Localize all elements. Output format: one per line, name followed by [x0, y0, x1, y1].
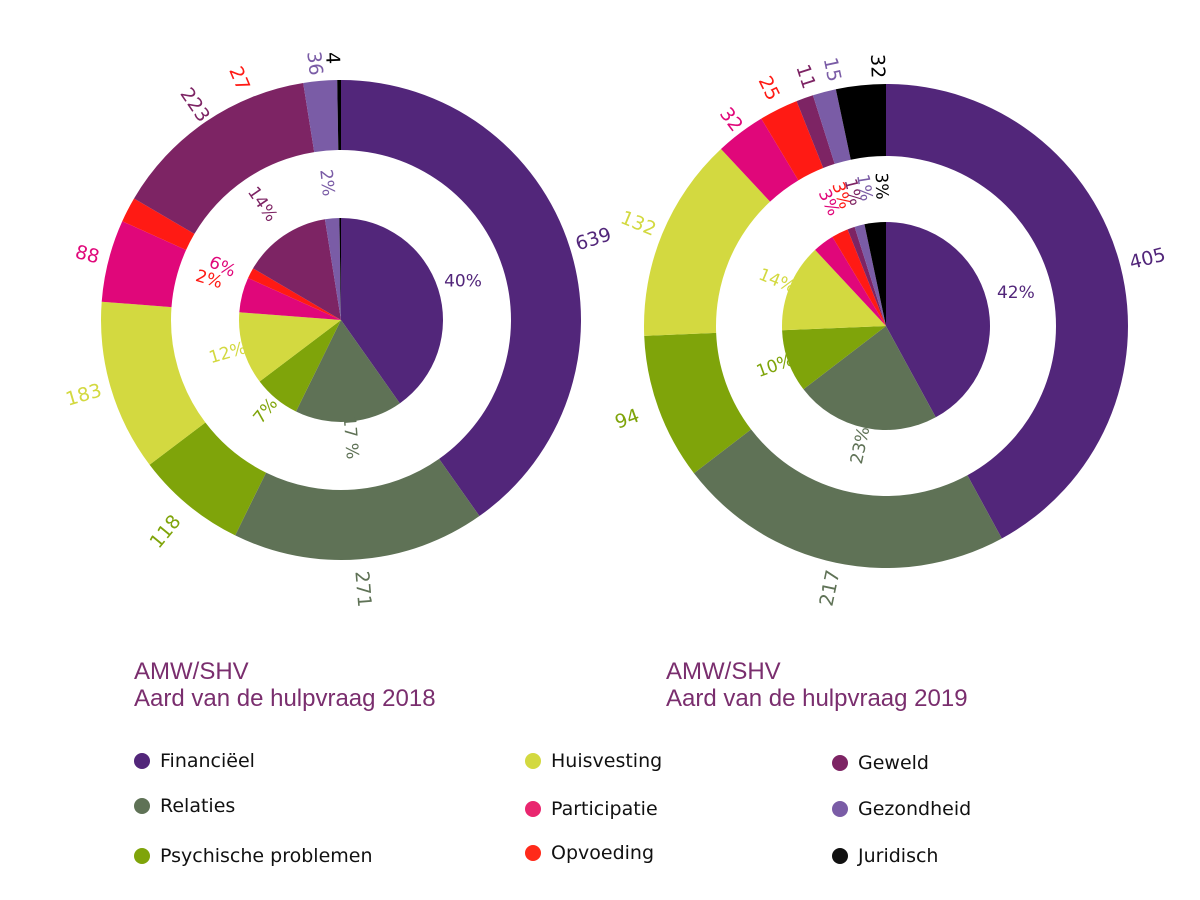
percent-label-relaties-2018: 17 %: [339, 415, 362, 460]
value-label-gezondheid-2019: 15: [819, 56, 846, 84]
value-label-huisvesting-2018: 183: [63, 379, 104, 410]
value-label-participatie-2019: 32: [715, 103, 747, 136]
pie-slice-gezondheid-2019: [854, 224, 886, 326]
percent-label-gezondheid-2019: 1%: [852, 173, 876, 203]
legend-label: Opvoeding: [551, 842, 655, 864]
legend-item-juridisch: Juridisch: [832, 845, 938, 867]
ring-slice-juridisch-2018: [337, 80, 341, 151]
value-label-financieel-2018: 639: [573, 223, 614, 255]
value-label-geweld-2019: 11: [791, 62, 819, 92]
legend-dot-icon: [134, 798, 150, 814]
legend-dot-icon: [134, 848, 150, 864]
chart-title-2018-line2: Aard van de hulpvraag 2018: [134, 685, 436, 712]
legend-label: Huisvesting: [551, 750, 663, 772]
chart-title-2018-line1: AMW/SHV: [134, 658, 249, 685]
ring-slice-participatie-2019: [720, 118, 799, 202]
value-label-juridisch-2019: 32: [866, 54, 889, 79]
ring-slice-financieel-2019: [886, 84, 1128, 539]
value-label-psychische-problemen-2018: 118: [146, 511, 186, 553]
pie-slice-financieel-2019: [886, 222, 990, 418]
ring-slice-huisvesting-2019: [643, 148, 771, 336]
legend-dot-icon: [525, 801, 541, 817]
value-label-relaties-2019: 217: [815, 568, 844, 608]
legend-dot-icon: [134, 753, 150, 769]
legend-dot-icon: [832, 755, 848, 771]
pie-slice-participatie-2018: [239, 278, 341, 320]
legend-dot-icon: [525, 845, 541, 861]
chart-title-2019: AMW/SHV Aard van de hulpvraag 2019: [666, 658, 968, 712]
ring-slice-financieel-2018: [341, 80, 581, 517]
pie-slice-gezondheid-2018: [324, 218, 341, 320]
legend-item-geweld: Geweld: [832, 752, 929, 774]
chart-title-2018: AMW/SHV Aard van de hulpvraag 2018: [134, 658, 436, 712]
legend-label: Participatie: [551, 798, 658, 820]
value-label-financieel-2019: 405: [1127, 244, 1168, 274]
pie-slice-relaties-2018: [296, 320, 400, 422]
pie-slice-relaties-2019: [803, 326, 936, 430]
ring-slice-psychische-problemen-2019: [644, 332, 752, 474]
percent-label-gezondheid-2018: 2%: [315, 168, 338, 197]
pie-slice-juridisch-2019: [864, 222, 886, 326]
ring-slice-psychische-problemen-2018: [149, 422, 267, 536]
value-label-gezondheid-2018: 36: [302, 50, 326, 76]
pie-slice-huisvesting-2019: [782, 249, 886, 331]
ring-slice-relaties-2019: [693, 429, 1002, 568]
legend-item-psychische-problemen: Psychische problemen: [134, 845, 373, 867]
legend-label: Psychische problemen: [160, 845, 373, 867]
value-label-opvoeding-2018: 27: [224, 63, 254, 94]
ring-slice-huisvesting-2018: [101, 301, 206, 465]
legend-item-huisvesting: Huisvesting: [525, 750, 662, 772]
percent-label-huisvesting-2019: 14%: [756, 265, 799, 298]
ring-slice-participatie-2018: [101, 221, 187, 308]
ring-slice-relaties-2018: [235, 458, 480, 561]
pie-slice-participatie-2019: [815, 236, 886, 326]
pie-slice-psychische-problemen-2018: [259, 320, 341, 412]
pie-slice-psychische-problemen-2019: [782, 326, 886, 390]
percent-label-juridisch-2019: 3%: [871, 172, 892, 200]
value-label-geweld-2018: 223: [175, 84, 214, 126]
value-label-participatie-2018: 88: [73, 241, 102, 268]
value-label-opvoeding-2019: 25: [754, 73, 784, 104]
chart-title-2019-line1: AMW/SHV: [666, 658, 781, 685]
ring-slice-opvoeding-2019: [761, 101, 824, 181]
legend-item-gezondheid: Gezondheid: [832, 798, 971, 820]
ring-slice-gezondheid-2019: [812, 89, 851, 164]
ring-slice-geweld-2018: [134, 82, 315, 234]
legend-item-opvoeding: Opvoeding: [525, 842, 654, 864]
pie-slice-juridisch-2018: [339, 218, 341, 320]
legend-label: Financiëel: [160, 750, 255, 772]
legend-item-financieel: Financiëel: [134, 750, 255, 772]
value-label-huisvesting-2019: 132: [617, 207, 659, 241]
percent-label-financieel-2019: 42%: [997, 283, 1035, 303]
legend-dot-icon: [525, 753, 541, 769]
pie-slice-opvoeding-2018: [248, 268, 341, 320]
legend-label: Geweld: [858, 752, 929, 774]
value-label-psychische-problemen-2019: 94: [612, 405, 642, 434]
percent-label-relaties-2019: 23%: [847, 425, 874, 466]
pie-slice-geweld-2019: [847, 226, 886, 326]
ring-slice-gezondheid-2018: [303, 80, 339, 153]
percent-label-psychische-problemen-2019: 10%: [754, 350, 796, 382]
chart-title-2019-line2: Aard van de hulpvraag 2019: [666, 685, 968, 712]
ring-slice-opvoeding-2018: [122, 198, 195, 251]
ring-slice-juridisch-2019: [835, 84, 886, 160]
legend-label: Relaties: [160, 795, 236, 817]
pie-slice-opvoeding-2019: [832, 229, 886, 326]
percent-label-huisvesting-2018: 12%: [207, 338, 249, 368]
legend-dot-icon: [832, 801, 848, 817]
legend-label: Gezondheid: [858, 798, 972, 820]
pie-slice-huisvesting-2018: [239, 312, 341, 382]
value-label-relaties-2018: 271: [350, 570, 375, 608]
value-label-juridisch-2018: 4: [321, 52, 343, 65]
pie-slice-geweld-2018: [253, 219, 341, 320]
legend-item-relaties: Relaties: [134, 795, 235, 817]
legend-dot-icon: [832, 848, 848, 864]
ring-slice-geweld-2019: [796, 95, 835, 169]
legend-label: Juridisch: [858, 845, 939, 867]
percent-label-financieel-2018: 40%: [444, 271, 482, 291]
pie-slice-financieel-2018: [341, 218, 443, 404]
percent-label-geweld-2018: 14%: [243, 183, 281, 225]
legend-item-participatie: Participatie: [525, 798, 658, 820]
